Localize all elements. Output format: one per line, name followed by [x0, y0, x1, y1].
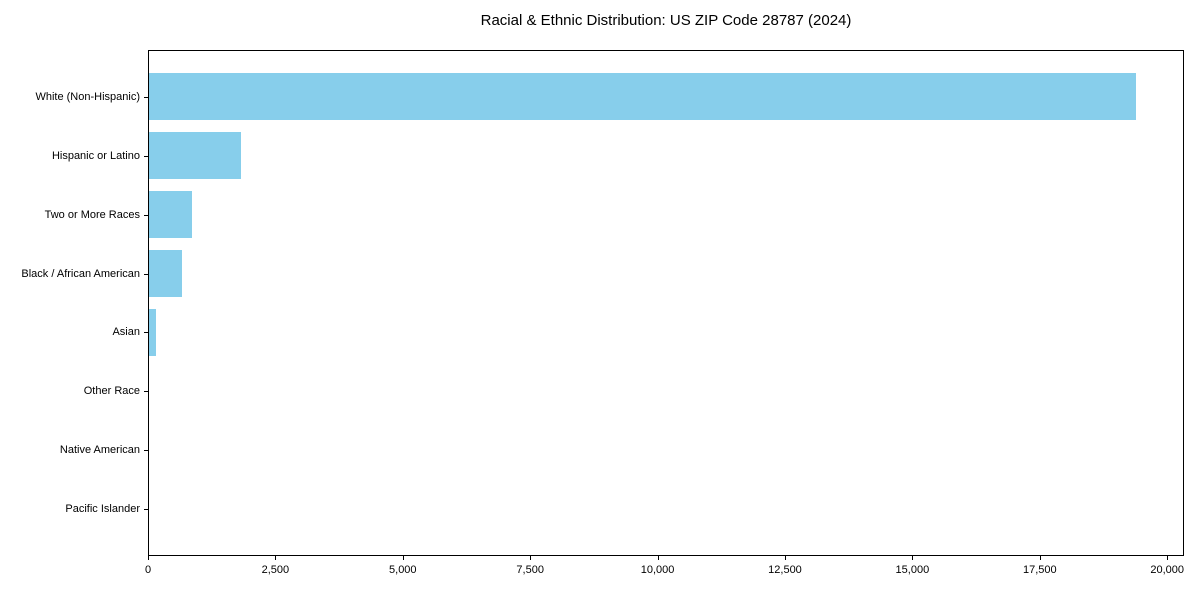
x-tick-label: 10,000	[640, 564, 675, 576]
y-tick-label: White (Non-Hispanic)	[35, 90, 140, 103]
x-tick-mark	[402, 556, 404, 560]
x-tick-mark	[275, 556, 277, 560]
bar-asian	[149, 308, 157, 357]
y-tick-label: Black / African American	[21, 267, 140, 280]
y-tick-mark	[144, 391, 148, 393]
bar-hispanic-or-latino	[149, 131, 241, 180]
y-tick-mark	[144, 332, 148, 334]
x-tick-mark	[657, 556, 659, 560]
x-tick-mark	[148, 556, 149, 560]
chart-title: Racial & Ethnic Distribution: US ZIP Cod…	[480, 12, 852, 29]
x-tick-label: 20,000	[1150, 564, 1184, 576]
y-tick-label: Two or More Races	[44, 208, 140, 221]
y-tick-mark	[144, 273, 148, 275]
x-tick-label: 2,500	[261, 564, 290, 576]
x-tick-mark	[530, 556, 532, 560]
x-tick-label: 7,500	[516, 564, 544, 576]
x-tick-label: 12,500	[768, 564, 802, 576]
x-tick-mark	[784, 556, 786, 560]
bar-two-or-more-races	[149, 190, 192, 239]
y-tick-mark	[144, 214, 148, 216]
x-tick-mark	[1167, 556, 1169, 560]
x-tick-label: 15,000	[895, 564, 930, 576]
y-tick-label: Other Race	[83, 385, 140, 398]
y-tick-label: Asian	[112, 326, 140, 339]
y-tick-label: Hispanic or Latino	[51, 149, 140, 162]
x-tick-label: 0	[144, 564, 152, 576]
x-tick-mark	[912, 556, 914, 560]
y-tick-label: Native American	[59, 444, 140, 457]
y-tick-mark	[144, 509, 148, 511]
y-tick-mark	[144, 96, 148, 98]
y-tick-label: Pacific Islander	[65, 503, 140, 516]
y-tick-mark	[144, 450, 148, 452]
bar-white-non-hispanic	[149, 73, 1136, 121]
x-tick-mark	[1039, 556, 1041, 560]
x-tick-label: 17,500	[1022, 564, 1057, 576]
bar-black-african-american	[149, 249, 183, 298]
y-tick-mark	[144, 155, 148, 157]
plot-area	[148, 50, 1184, 556]
x-tick-label: 5,000	[389, 564, 417, 576]
